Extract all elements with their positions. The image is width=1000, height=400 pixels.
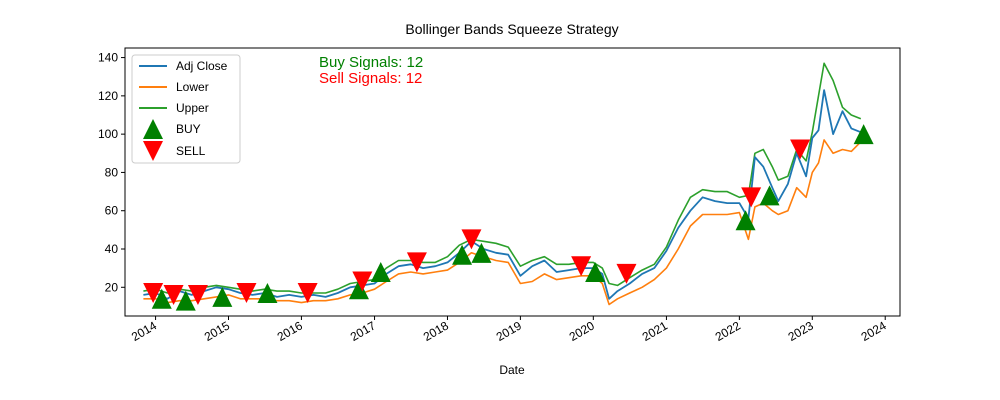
y-tick-label: 100 — [98, 127, 118, 141]
buy-signal-marker — [853, 124, 874, 145]
x-tick-label: 2023 — [786, 318, 816, 344]
y-tick-label: 40 — [105, 242, 119, 256]
legend-label-lower: Lower — [176, 80, 209, 94]
chart-title: Bollinger Bands Squeeze Strategy — [405, 21, 618, 37]
sell-signal-marker — [163, 284, 184, 305]
legend-label-buy: BUY — [176, 122, 201, 136]
legend: Adj Close Lower Upper BUY SELL — [131, 54, 241, 164]
legend-label-sell: SELL — [176, 144, 206, 158]
buy-signal-marker — [759, 185, 780, 206]
buy-signal-marker — [151, 288, 172, 309]
x-tick-label: 2015 — [202, 318, 232, 344]
y-tick-label: 60 — [105, 204, 119, 218]
legend-label-adj-close: Adj Close — [176, 59, 228, 73]
x-tick-label: 2014 — [129, 318, 159, 344]
buy-signal-marker — [370, 261, 391, 282]
sell-signal-marker — [297, 283, 318, 304]
x-tick-label: 2024 — [859, 318, 889, 344]
legend-label-upper: Upper — [176, 101, 209, 115]
buy-signal-marker — [735, 210, 756, 231]
series-line-upper — [143, 62, 862, 294]
x-tick-label: 2017 — [348, 318, 378, 344]
buy-signals-annotation: Buy Signals: 12 — [319, 54, 423, 71]
x-tick-label: 2016 — [275, 318, 305, 344]
sell-signal-marker — [616, 263, 637, 284]
y-tick-label: 20 — [105, 280, 119, 294]
buy-signal-marker — [348, 279, 369, 300]
legend-swatch-buy-icon — [143, 119, 163, 139]
buy-signal-marker — [585, 261, 606, 282]
x-tick-label: 2018 — [421, 318, 451, 344]
series-line-adj-close — [143, 89, 862, 300]
plot-frame — [124, 47, 901, 317]
buy-signal-marker — [471, 242, 492, 263]
y-tick-label: 140 — [98, 51, 118, 65]
y-tick-label: 120 — [98, 89, 118, 103]
buy-signal-marker — [257, 283, 278, 304]
sell-signal-marker — [143, 283, 164, 304]
sell-signals-annotation: Sell Signals: 12 — [319, 70, 422, 87]
sell-signal-marker — [406, 252, 427, 273]
x-tick-label: 2020 — [567, 318, 597, 344]
sell-signal-marker — [790, 139, 811, 160]
plot-area — [143, 62, 874, 311]
sell-signal-marker — [236, 283, 257, 304]
legend-swatch-sell-icon — [143, 141, 163, 161]
x-tick-label: 2019 — [494, 318, 524, 344]
x-tick-label: 2022 — [713, 318, 743, 344]
buy-signal-marker — [212, 286, 233, 307]
buy-signal-marker — [452, 244, 473, 265]
x-tick-label: 2021 — [640, 318, 670, 344]
buy-signal-marker — [175, 290, 196, 311]
sell-signal-marker — [352, 271, 373, 292]
sell-signal-marker — [461, 229, 482, 250]
x-axis: 2014 2015 2016 2017 2018 2019 2020 2021 2022 2023… — [129, 316, 889, 344]
y-tick-label: 80 — [105, 165, 119, 179]
sell-signal-marker — [571, 256, 592, 277]
sell-signal-marker — [187, 284, 208, 305]
sell-signal-marker — [741, 187, 762, 208]
x-axis-label: Date — [499, 363, 525, 377]
y-axis: 20 40 60 80 100 120 140 — [98, 51, 125, 294]
